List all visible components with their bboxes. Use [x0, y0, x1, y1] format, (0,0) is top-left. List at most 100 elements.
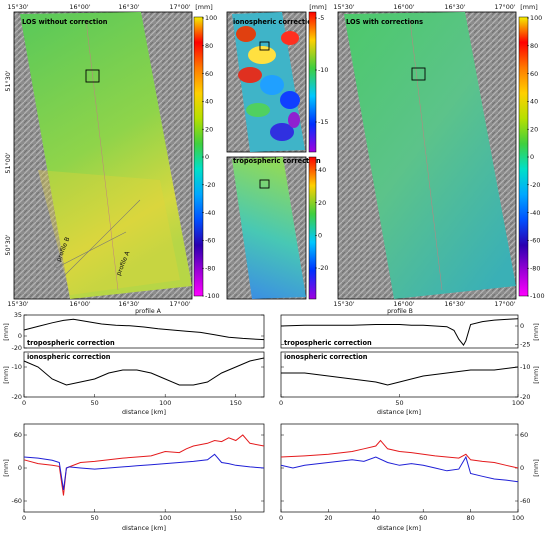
y-tick-label: 35	[14, 311, 22, 319]
colorbar-tick-label: -60	[205, 237, 215, 245]
subplot-label: ionospheric correction	[27, 353, 111, 361]
interferogram-swath	[344, 12, 516, 299]
y-tick-label: 0	[18, 464, 22, 472]
colorbar-tick-label: 60	[530, 70, 538, 78]
y-tick-label: 60	[14, 431, 22, 439]
colorbar-iono: [mm] -5 -10 -15	[308, 3, 328, 153]
subplot-label: ionospheric correction	[284, 353, 368, 361]
lon-tick-top-4: 17°00'	[169, 3, 190, 11]
colorbar-tick-labels: -5 -10 -15	[315, 14, 328, 126]
lon-tick-bottom-3: 16°30'	[118, 300, 139, 308]
x-tick-label: 40	[372, 514, 380, 522]
tropo-swath	[232, 157, 306, 299]
lat-tick-1: 51°30'	[4, 70, 12, 91]
colorbar-unit: [mm]	[520, 3, 537, 11]
colorbar-tick-label: 20	[530, 125, 538, 133]
lon-tick-bottom-2: 16°00'	[69, 300, 90, 308]
profile-a-line	[61, 199, 141, 279]
lon-tick-top-2: 16°00'	[393, 3, 414, 11]
colorbar-tick-label: -15	[318, 118, 328, 126]
profile-b-title: profile B	[387, 308, 413, 315]
lon-tick-bottom-2: 16°00'	[393, 300, 414, 308]
lon-tick-top-4: 17°00'	[494, 3, 515, 11]
series-line	[281, 366, 519, 386]
y-axis-label: [mm]	[2, 459, 10, 476]
lon-tick-top-3: 16°30'	[118, 3, 139, 11]
x-axis-label: distance [km]	[377, 524, 421, 532]
x-tick-label: 0	[279, 514, 283, 522]
colorbar-ramp	[193, 16, 204, 297]
colorbar-main-left: [mm] 100 80 60 40 20 0 -20 -40 -60 -80 -100	[193, 3, 220, 300]
colorbar-tick-label: -80	[530, 264, 540, 272]
lon-tick-top-3: 16°30'	[444, 3, 465, 11]
x-tick-label: 100	[159, 514, 171, 522]
colorbar-tick-labels: 100 80 60 40 20 0 -20 -40 -60 -80 -100	[527, 14, 545, 300]
map-los-with-corrections: LOS with corrections 15°30' 16°00' 16°30…	[333, 3, 517, 308]
x-tick-label: 50	[91, 399, 99, 407]
lon-tick-top-1: 15°30'	[333, 3, 354, 11]
y-tick-label: -60	[12, 497, 22, 505]
x-axis-label: distance [km]	[122, 408, 166, 416]
series-line	[280, 318, 519, 347]
x-tick-label: 20	[324, 514, 332, 522]
lon-tick-bottom-4: 17°00'	[494, 300, 515, 308]
map-tropospheric-correction: tropospheric correction	[226, 156, 321, 300]
profile-b-line	[55, 231, 127, 269]
city-grid-line	[409, 19, 443, 291]
x-tick-label: 100	[512, 399, 524, 407]
x-tick-label: 50	[91, 514, 99, 522]
colorbar-tick-labels: 100 80 60 40 20 0 -20 -40 -60 -80 -100	[202, 14, 220, 300]
zoom-box-marker	[411, 67, 426, 81]
lon-tick-bottom-4: 17°00'	[169, 300, 190, 308]
y-tick-label: -20	[12, 393, 22, 401]
series-line	[23, 318, 265, 341]
colorbar-tick-label: 60	[205, 70, 213, 78]
panel-title-right: LOS with corrections	[346, 18, 423, 26]
series-line	[23, 434, 265, 496]
colorbar-tick-label: -20	[205, 181, 215, 189]
y-tick-label: -20	[520, 393, 530, 401]
x-tick-label: 0	[22, 399, 26, 407]
colorbar-tick-label: -20	[318, 264, 328, 272]
colorbar-tick-label: 40	[318, 166, 326, 174]
colorbar-tick-label: 80	[530, 42, 538, 50]
x-tick-label: 150	[230, 514, 242, 522]
map-los-without-correction: LOS without correction profile B profile…	[4, 3, 193, 308]
y-tick-label: -20	[12, 344, 22, 352]
interferogram-sar-texture	[38, 170, 180, 295]
colorbar-tick-labels: 40 20 0 -20	[315, 166, 328, 272]
series-line	[23, 357, 265, 386]
subplot-label: tropospheric correction	[284, 339, 372, 347]
panel-title-tropo: tropospheric correction	[233, 157, 321, 165]
profile-b-chart: 0 -25 tropospheric correction -10 -20 0 50 100 i…	[279, 314, 540, 416]
x-tick-label: 100	[159, 399, 171, 407]
city-grid-line	[85, 19, 119, 291]
x-tick-label: 0	[22, 514, 26, 522]
series-line	[280, 439, 519, 469]
plot-frame	[23, 351, 265, 398]
y-tick-label: -60	[520, 497, 530, 505]
colorbar-ramp	[308, 11, 317, 153]
zoom-box-marker	[259, 179, 270, 189]
lon-tick-bottom-3: 16°30'	[444, 300, 465, 308]
colorbar-tick-label: 20	[205, 125, 213, 133]
lat-tick-2: 51°00'	[4, 152, 12, 173]
y-axis-label: [mm]	[532, 459, 540, 476]
y-tick-label: -10	[520, 363, 530, 371]
los-profile-b-chart: 60 0 -60 0 20 40 60 80 100 [mm] distance [km]	[279, 423, 540, 532]
x-tick-label: 60	[419, 514, 427, 522]
zoom-box-marker	[85, 69, 100, 83]
colorbar-tick-label: 20	[318, 199, 326, 207]
x-tick-label: 80	[467, 514, 475, 522]
colorbar-tick-label: 40	[530, 98, 538, 106]
x-tick-label: 50	[395, 399, 403, 407]
x-tick-label: 0	[279, 399, 283, 407]
colorbar-unit: [mm]	[309, 3, 326, 11]
colorbar-tick-label: -40	[205, 209, 215, 217]
los-profile-a-chart: 60 0 -60 0 50 100 150 [mm] distance [km]	[2, 423, 265, 532]
colorbar-tick-label: -20	[530, 181, 540, 189]
iono-pattern	[236, 26, 300, 141]
colorbar-tick-label: -100	[205, 292, 220, 300]
